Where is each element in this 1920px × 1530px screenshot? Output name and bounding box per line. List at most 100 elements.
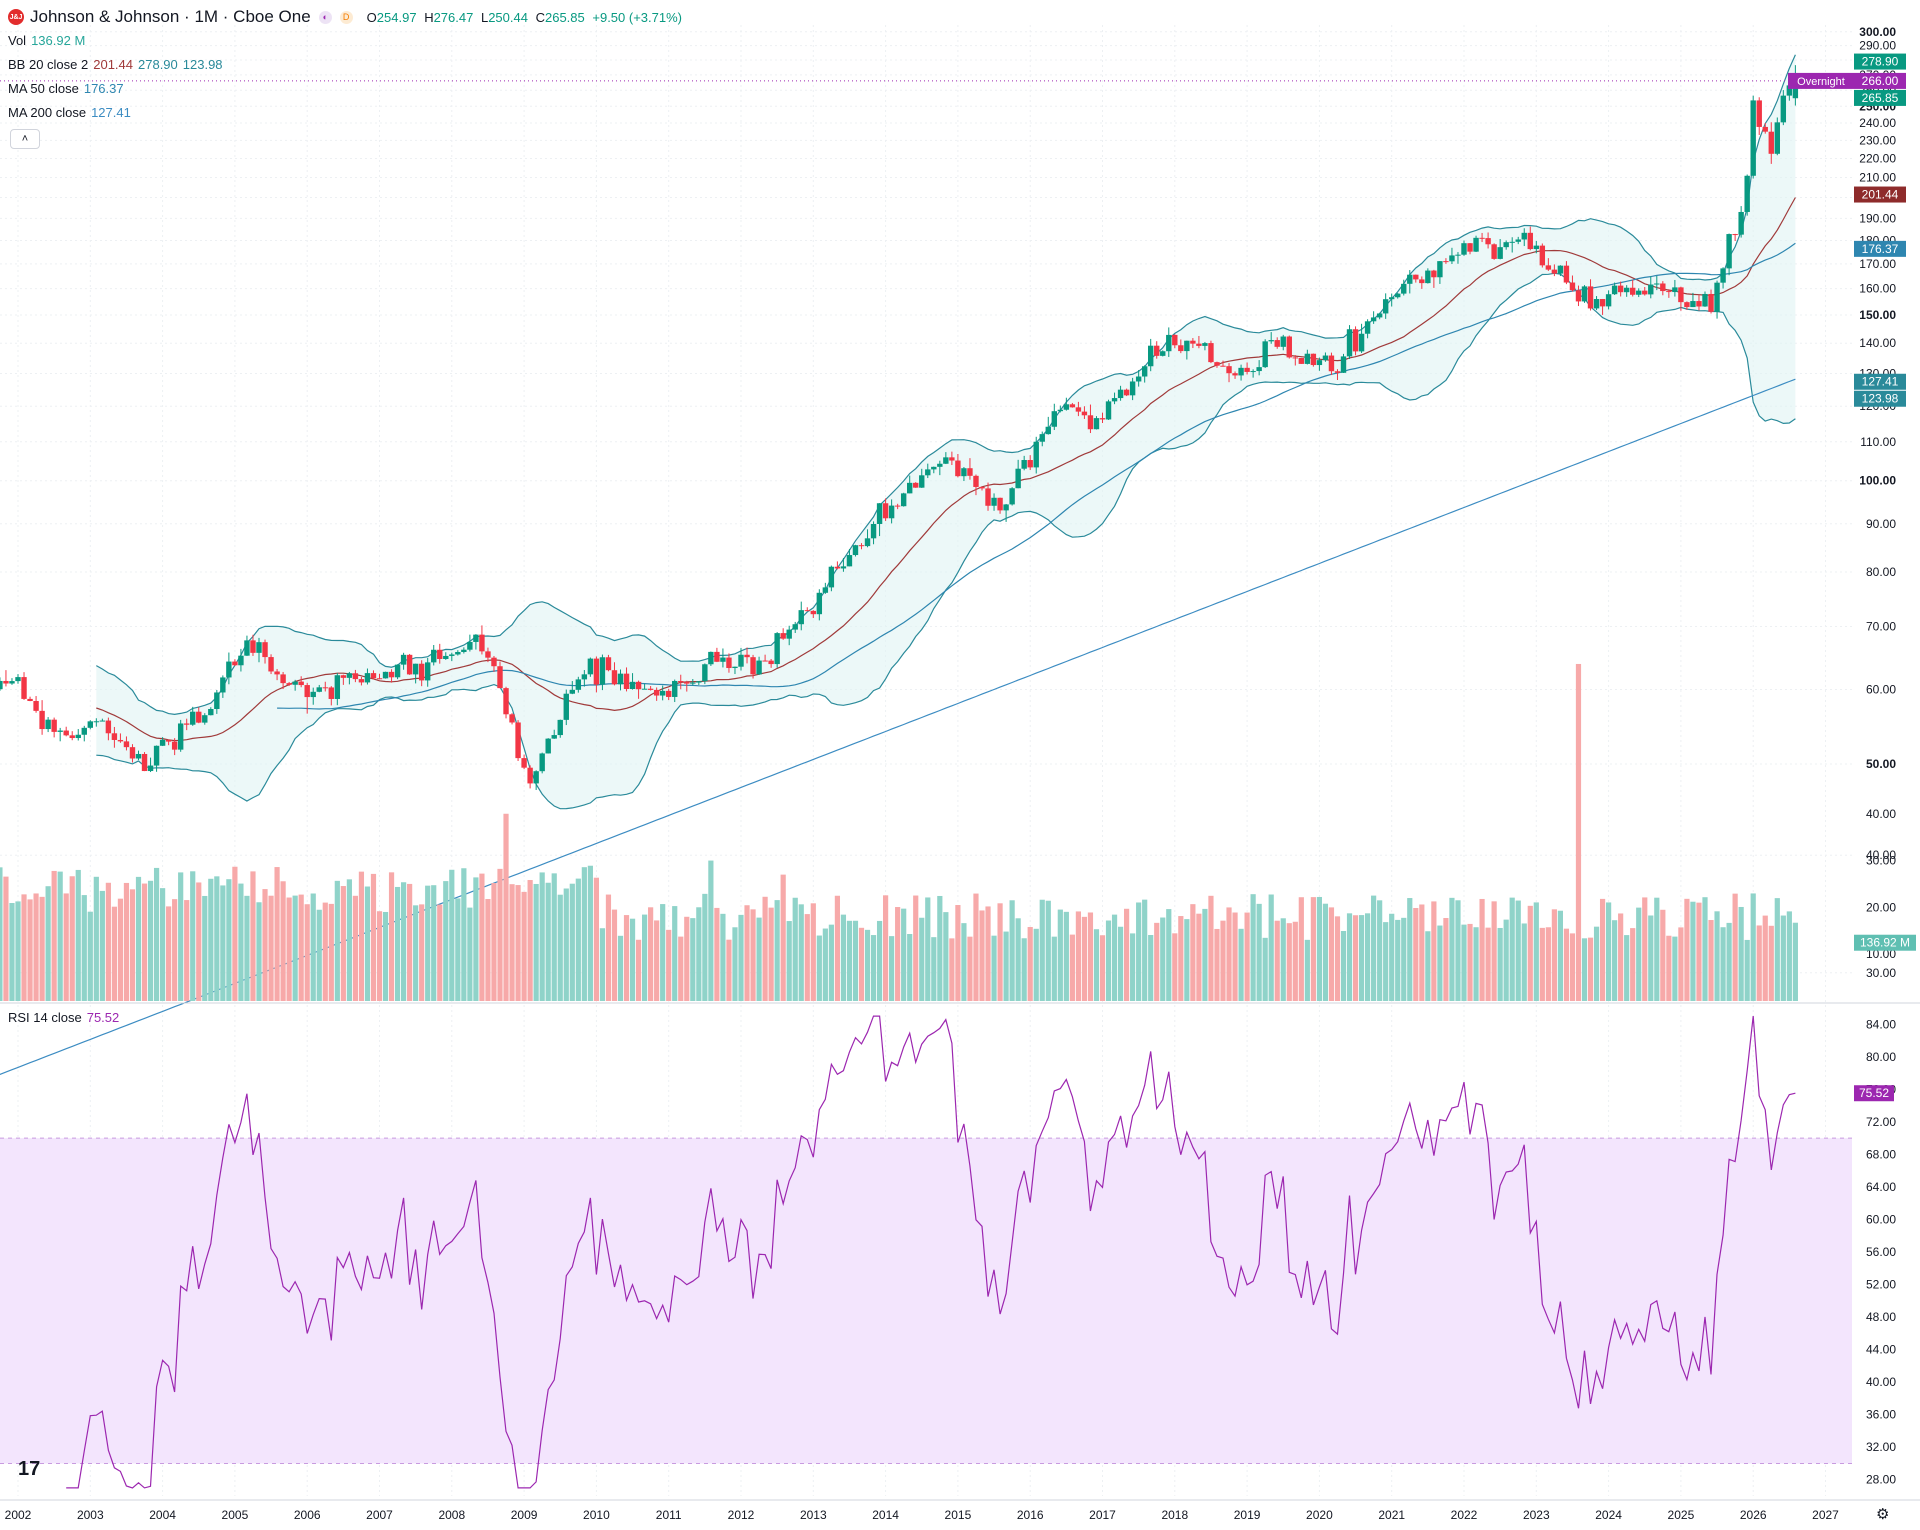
volume-bar <box>852 920 859 1001</box>
tradingview-logo[interactable]: 17 <box>18 1458 41 1480</box>
volume-bar <box>1642 897 1648 1001</box>
rsi-legend[interactable]: RSI 14 close 75.52 <box>8 1010 119 1026</box>
candle-body <box>1467 243 1473 252</box>
volume-bar <box>1383 922 1389 1001</box>
candle-body <box>1015 468 1021 489</box>
rsi-tick-label: 68.00 <box>1866 1147 1896 1161</box>
candle-body <box>382 671 389 679</box>
volume-bar <box>617 935 624 1001</box>
volume-bar <box>407 883 413 1001</box>
volume-bar <box>678 936 684 1001</box>
symbol-title[interactable]: Johnson & Johnson · 1M · Cboe One <box>30 7 311 26</box>
volume-bar <box>1636 907 1642 1001</box>
volume-bar <box>1117 926 1124 1001</box>
candle-body <box>334 675 341 699</box>
candle-body <box>515 722 521 759</box>
volume-bar <box>1599 898 1606 1001</box>
volume-bar <box>39 896 45 1001</box>
candle-body <box>1437 261 1443 278</box>
collapse-legend-button[interactable]: ˄ <box>10 129 40 149</box>
candle-body <box>1009 488 1015 505</box>
volume-bar <box>1057 909 1063 1001</box>
candle-body <box>171 741 178 750</box>
volume-bar <box>491 883 497 1001</box>
candle-body <box>1166 334 1172 352</box>
price-badge <box>1854 53 1906 70</box>
candle-body <box>1503 242 1509 248</box>
settings-icon[interactable]: ⚙ <box>1876 1506 1890 1523</box>
candle-body <box>87 721 93 728</box>
candle-body <box>581 674 588 680</box>
ma50-legend[interactable]: MA 50 close 176.37 <box>8 81 124 97</box>
volume-bar <box>660 904 666 1001</box>
overnight-badge <box>1788 72 1854 89</box>
volume-legend[interactable]: Vol 136.92 M <box>8 33 85 49</box>
data-delay-icon[interactable]: D <box>339 10 353 24</box>
volume-bar <box>1377 900 1383 1001</box>
volume-bar <box>1196 913 1202 1001</box>
candle-body <box>1738 211 1744 235</box>
volume-bar <box>780 874 786 1001</box>
volume-bar <box>557 894 563 1001</box>
volume-bar <box>1352 915 1359 1001</box>
volume-bar <box>901 908 907 1001</box>
volume-bar <box>1606 902 1612 1001</box>
candle-body <box>232 661 238 666</box>
candle-body <box>1039 434 1045 442</box>
candle-body <box>15 677 21 682</box>
candle-body <box>473 634 479 642</box>
volume-bar <box>153 867 160 1001</box>
price-badge <box>1854 186 1906 203</box>
candle-body <box>569 689 575 694</box>
rsi-line <box>66 1015 1796 1489</box>
candle-body <box>1202 343 1208 346</box>
candle-body <box>1455 254 1461 256</box>
volume-bar <box>648 907 654 1001</box>
price-tick-label: 70.00 <box>1866 620 1896 634</box>
volume-bar <box>593 877 599 1001</box>
candle-body <box>1111 398 1118 402</box>
candle-body <box>846 555 853 567</box>
volume-bar <box>485 899 491 1001</box>
candle-body <box>979 486 985 489</box>
bb-legend[interactable]: BB 20 close 2 201.44 278.90 123.98 <box>8 57 223 73</box>
volume-bar <box>220 885 226 1001</box>
candle-body <box>1051 411 1057 427</box>
candle-body <box>1328 355 1335 372</box>
volume-bar <box>515 885 521 1001</box>
volume-bar <box>943 912 949 1001</box>
candle-body <box>449 654 455 656</box>
price-tick-label: 40.00 <box>1866 848 1896 862</box>
candle-body <box>147 765 154 772</box>
candles <box>0 65 1799 790</box>
volume-bar <box>991 935 997 1001</box>
volume-bar <box>364 886 371 1001</box>
volume-bar <box>864 929 871 1001</box>
volume-bar <box>1244 912 1250 1001</box>
candle-body <box>762 660 768 662</box>
volume-bar <box>931 937 937 1001</box>
volume-bar <box>876 920 883 1001</box>
candle-body <box>551 735 557 739</box>
market-status-icon[interactable]: ◐ <box>318 10 332 24</box>
volume-bar <box>1358 915 1365 1001</box>
candle-body <box>1690 301 1696 308</box>
candle-body <box>1521 232 1527 240</box>
candle-body <box>208 709 214 716</box>
volume-bar <box>708 860 714 1001</box>
ma200-legend[interactable]: MA 200 close 127.41 <box>8 105 131 121</box>
volume-bar <box>635 939 642 1001</box>
candle-body <box>1105 401 1112 420</box>
candle-body <box>913 482 919 488</box>
time-tick-label: 2011 <box>656 1508 682 1522</box>
candle-body <box>1407 274 1413 284</box>
candle-body <box>1744 175 1750 212</box>
time-tick-label: 2019 <box>1234 1508 1261 1522</box>
candle-body <box>1587 286 1594 309</box>
volume-bar <box>1744 939 1750 1001</box>
volume-bars <box>0 663 1798 1001</box>
candle-body <box>852 545 859 556</box>
volume-bar <box>196 882 202 1001</box>
volume-bar <box>1021 938 1027 1001</box>
